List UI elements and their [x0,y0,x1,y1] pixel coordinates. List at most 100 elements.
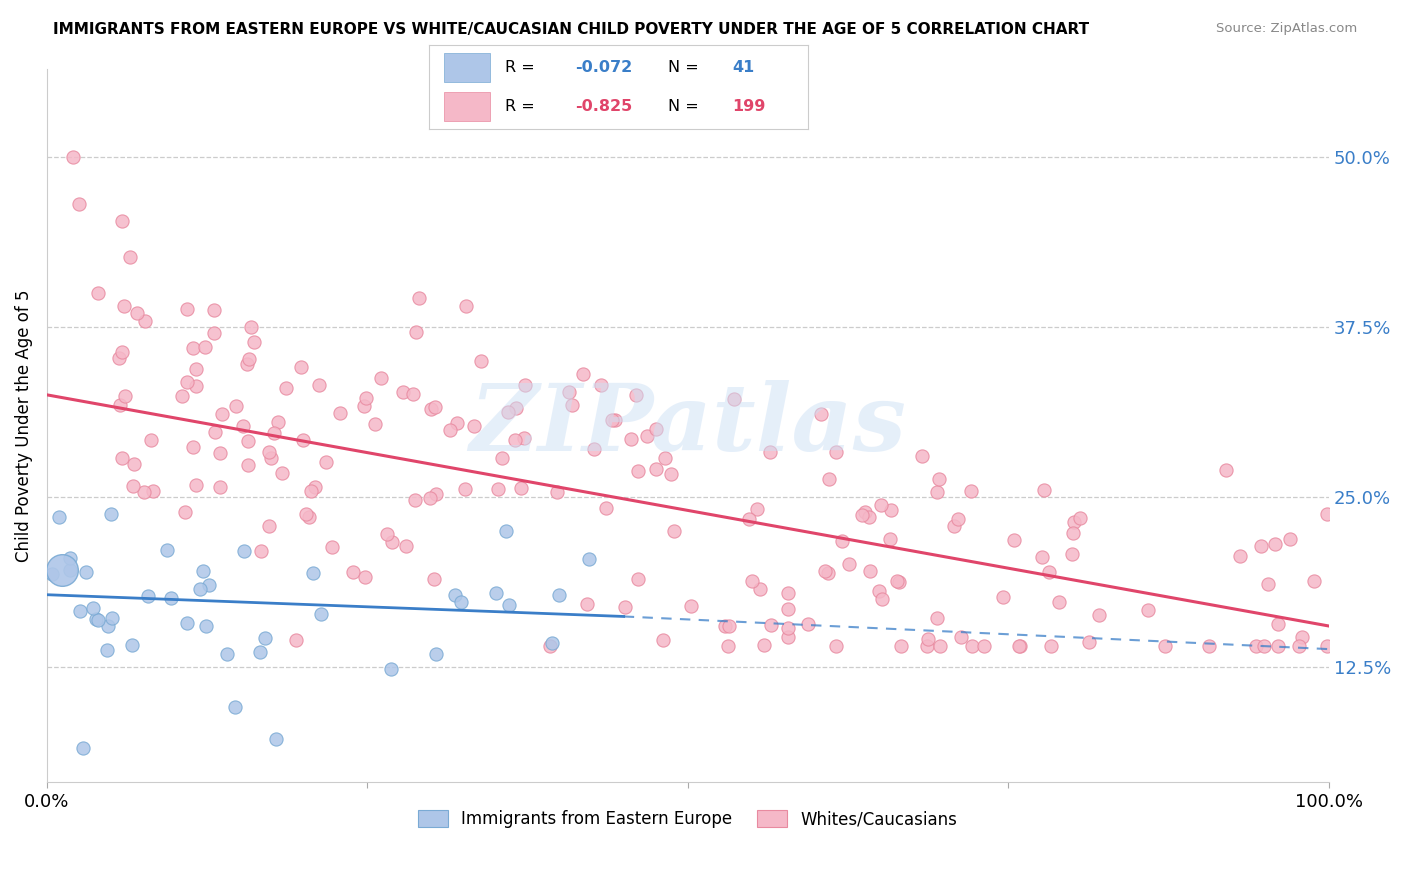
Point [142,483,165,498]
Point [112,300,135,314]
Point [495,524,517,538]
Point [264,731,287,746]
Point [202,326,225,340]
Point [174,505,197,519]
Point [814,564,837,578]
Point [96,643,118,657]
Point [260,450,283,465]
Point [627,464,650,478]
Point [890,640,912,654]
Point [292,434,315,448]
Point [486,482,509,496]
Point [1040,640,1063,654]
Point [111,214,134,228]
Point [541,636,564,650]
Point [578,551,600,566]
Point [364,417,387,432]
Point [160,591,183,606]
Point [1062,526,1084,541]
Point [1154,640,1177,654]
Point [1267,640,1289,654]
Legend: Immigrants from Eastern Europe, Whites/Caucasians: Immigrants from Eastern Europe, Whites/C… [412,803,965,835]
Point [298,509,321,524]
Point [818,472,841,486]
Point [624,388,647,402]
Point [879,533,901,547]
Point [276,381,298,395]
Point [1088,607,1111,622]
Point [959,483,981,498]
Point [759,445,782,459]
Point [948,512,970,526]
Point [100,507,122,521]
Point [1288,640,1310,654]
Y-axis label: Child Poverty Under the Age of 5: Child Poverty Under the Age of 5 [15,289,32,562]
Point [470,354,492,368]
Point [645,422,668,436]
Point [859,564,882,578]
Point [204,425,226,439]
Text: -0.072: -0.072 [575,60,633,75]
Point [51,563,73,577]
FancyBboxPatch shape [444,54,489,82]
Point [620,432,643,446]
Point [659,467,682,481]
Point [1278,532,1301,546]
Point [1291,630,1313,644]
Point [321,541,343,555]
Point [973,640,995,654]
Point [485,586,508,600]
Point [614,599,637,614]
Point [267,415,290,429]
Point [188,582,211,597]
Point [186,361,208,376]
Point [509,481,531,495]
Point [72,741,94,756]
Point [776,630,799,644]
Point [67,197,90,211]
Point [1253,640,1275,654]
Point [1264,537,1286,551]
Point [100,610,122,624]
Point [395,539,418,553]
Point [1002,533,1025,548]
Point [851,508,873,522]
Point [723,392,745,407]
Point [1069,510,1091,524]
Point [195,619,218,633]
Point [380,662,402,676]
Text: R =: R = [505,99,534,114]
Point [513,431,536,445]
Text: -0.825: -0.825 [575,99,633,114]
Point [797,617,820,632]
Point [353,570,375,584]
Text: Source: ZipAtlas.com: Source: ZipAtlas.com [1216,22,1357,36]
Point [301,566,323,580]
Point [831,533,853,548]
Point [202,303,225,318]
Point [636,429,658,443]
Point [745,502,768,516]
Point [134,314,156,328]
Point [353,399,375,413]
Point [817,566,839,581]
Point [858,510,880,524]
Point [1302,574,1324,588]
Point [917,632,939,647]
Point [651,633,673,648]
Point [423,572,446,586]
Point [257,445,280,459]
Point [558,385,581,400]
Point [1063,516,1085,530]
Text: N =: N = [668,60,699,75]
Point [915,640,938,654]
Point [181,342,204,356]
Text: R =: R = [505,60,534,75]
Point [713,619,735,633]
Point [889,575,911,590]
Point [211,407,233,421]
Point [125,306,148,320]
Point [209,480,232,494]
Point [1229,549,1251,563]
Point [869,584,891,599]
